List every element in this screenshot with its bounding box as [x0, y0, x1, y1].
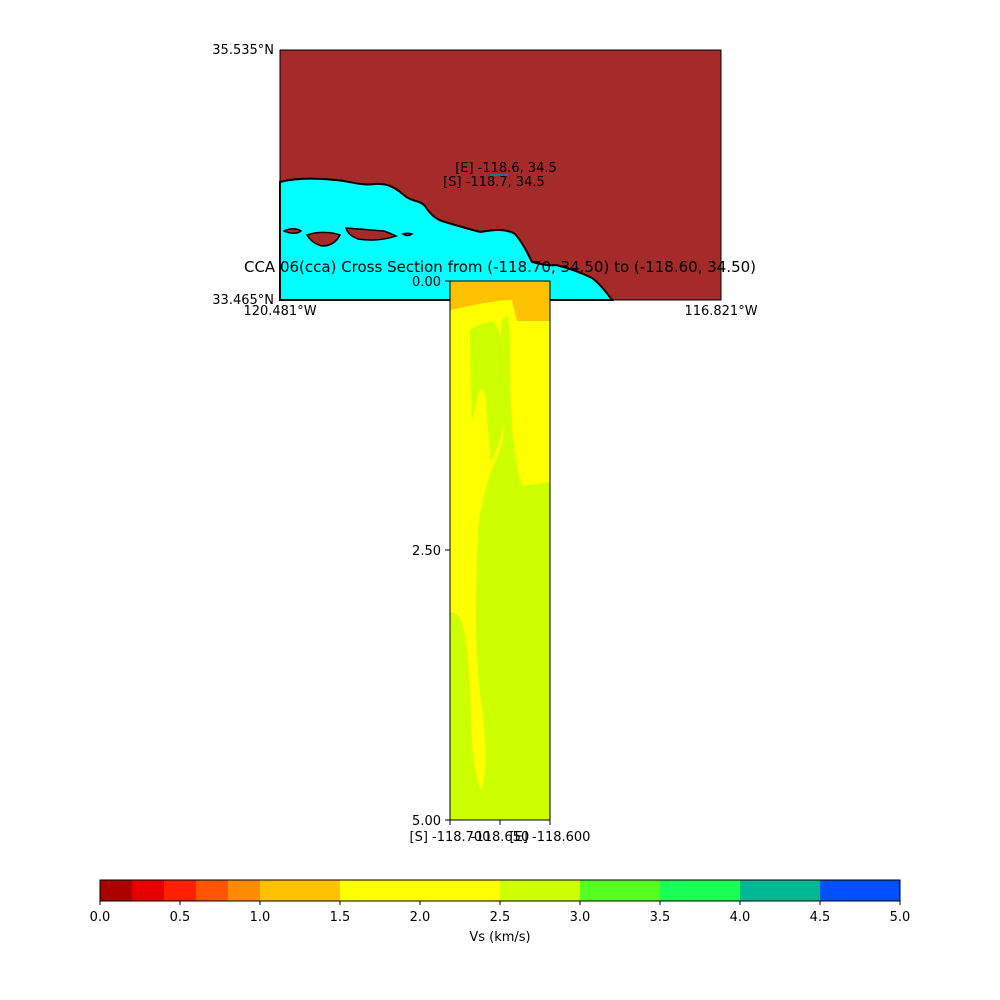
y-tick-label: 2.50	[412, 544, 441, 559]
colorbar-tick-label: 4.5	[810, 910, 831, 925]
colorbar-tick-label: 5.0	[890, 910, 911, 925]
colorbar-tick-label: 1.5	[330, 910, 351, 925]
colorbar-bin	[340, 880, 500, 901]
colorbar-bin	[228, 880, 260, 901]
colorbar-bin	[100, 880, 132, 901]
colorbar-bin	[260, 880, 340, 901]
island-1	[282, 228, 303, 234]
x-tick-label: [S] -118.700	[410, 830, 491, 845]
chart-title: CCA 06(cca) Cross Section from (-118.70,…	[244, 258, 756, 276]
colorbar-label: Vs (km/s)	[469, 930, 530, 945]
y-tick-label: 0.00	[412, 275, 441, 290]
region-vs-1.0-1.5	[450, 281, 550, 321]
colorbar-bin	[500, 880, 580, 901]
colorbar-bin	[820, 880, 900, 901]
colorbar-tick-label: 2.0	[410, 910, 431, 925]
colorbar-frame	[99, 879, 901, 902]
colorbar-bin	[740, 880, 820, 901]
start-point-label: [S] -118.7, 34.5	[443, 175, 545, 190]
colorbar-bin	[660, 880, 740, 901]
colorbar: 0.0 0.5 1.0 1.5 2.0 2.5 3.0 3.5 4.0 4.5 5.0	[90, 880, 911, 925]
island-2	[305, 231, 342, 247]
colorbar-tick-label: 0.5	[170, 910, 191, 925]
colorbar-tick-label: 1.0	[250, 910, 271, 925]
colorbar-tick-label: 2.5	[490, 910, 511, 925]
colorbar-bin	[580, 880, 660, 901]
map-ocean	[279, 177, 615, 301]
cross-section-plot: 0.00 2.50 5.00 [S] -118.700 -118.650 [E]…	[410, 275, 591, 845]
x-tick-label: -118.650	[471, 830, 529, 845]
y-tick-label: 5.00	[412, 814, 441, 829]
colorbar-bin	[164, 880, 196, 901]
region-vs-2.5-3.0-upper	[470, 322, 507, 462]
map-lat-top: 35.535°N	[212, 43, 274, 58]
end-point-label: [E] -118.6, 34.5	[455, 161, 557, 176]
colorbar-bin	[132, 880, 164, 901]
map-lon-right: 116.821°W	[684, 304, 757, 319]
colorbar-tick-label: 0.0	[90, 910, 111, 925]
colorbar-tick-label: 3.0	[570, 910, 591, 925]
map-lat-bottom: 33.465°N	[212, 293, 274, 308]
colorbar-tick-label: 4.0	[730, 910, 751, 925]
island-3	[345, 227, 398, 241]
location-map: [E] -118.6, 34.5 [S] -118.7, 34.5 35.535…	[212, 43, 757, 319]
map-lon-left: 120.481°W	[243, 304, 316, 319]
colorbar-tick-label: 3.5	[650, 910, 671, 925]
island-4	[401, 232, 414, 237]
x-tick-label: [E] -118.600	[510, 830, 591, 845]
colorbar-bin	[196, 880, 228, 901]
